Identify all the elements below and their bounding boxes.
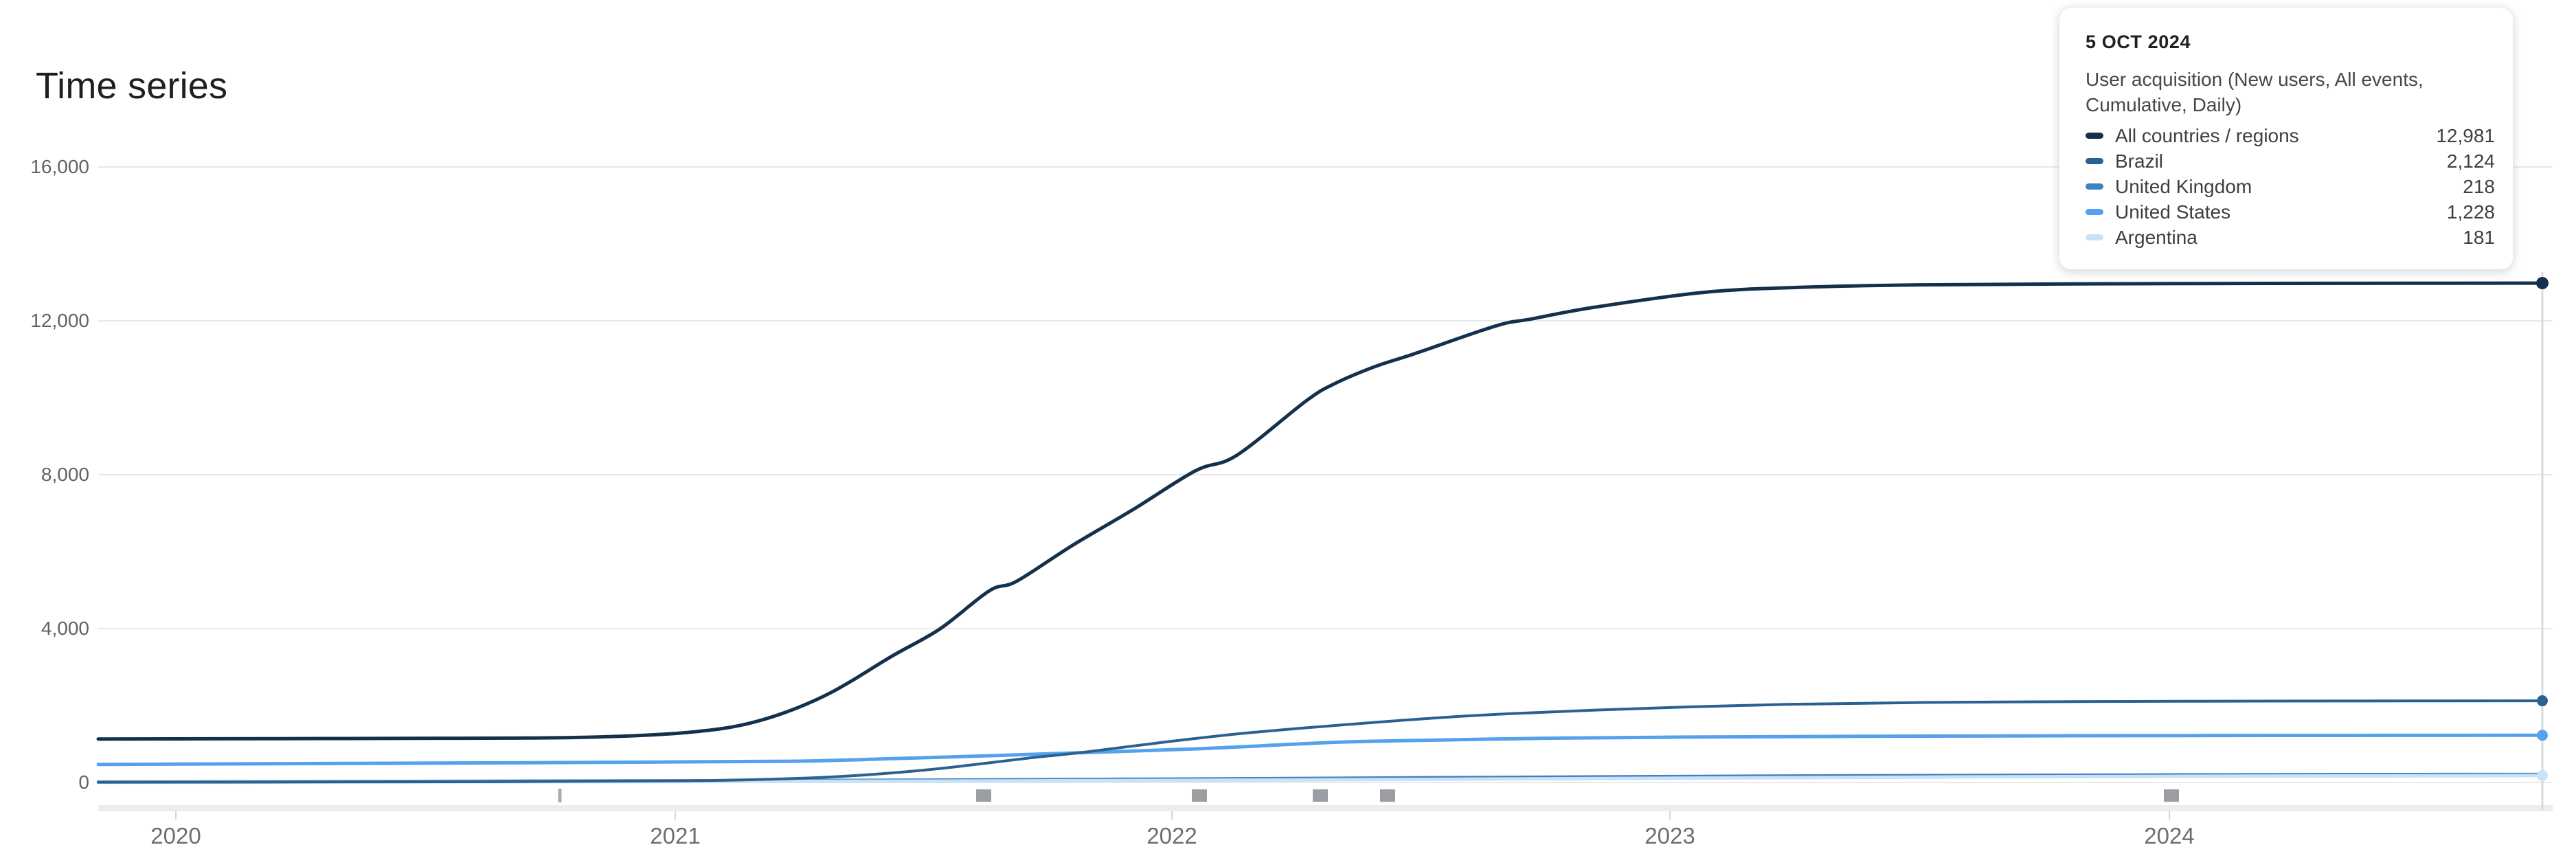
tooltip-series-label: All countries / regions — [2115, 124, 2299, 146]
annotation-marker[interactable] — [976, 789, 991, 802]
tooltip-rows: All countries / regions 12,981 Brazil 2,124… — [2086, 123, 2495, 250]
tooltip-series-value: 2,124 — [2446, 150, 2495, 172]
series-color-chip-icon — [2086, 158, 2103, 164]
tooltip-series-label: Brazil — [2115, 150, 2164, 172]
series-line — [97, 699, 2544, 784]
series-endpoint-dot — [2537, 695, 2548, 707]
series-color-chip-icon — [2086, 209, 2103, 215]
tooltip-series-label: United States — [2115, 201, 2231, 223]
tooltip-row: Argentina 181 — [2086, 225, 2495, 250]
tooltip-series-value: 1,228 — [2446, 201, 2495, 223]
series-endpoint-dot — [2536, 277, 2549, 290]
y-axis-tick-label: 0 — [78, 771, 89, 793]
series-line — [96, 733, 2544, 767]
x-axis-year-label: 2022 — [1146, 823, 1197, 848]
x-axis-year-label: 2024 — [2144, 823, 2195, 848]
tooltip-series-value: 12,981 — [2436, 124, 2495, 146]
chart-tooltip: 5 OCT 2024 User acquisition (New users, … — [2059, 7, 2513, 270]
tooltip-row: United States 1,228 — [2086, 199, 2495, 225]
tooltip-subtitle: User acquisition (New users, All events,… — [2086, 69, 2424, 115]
page-title: Time series — [36, 65, 228, 106]
annotation-marker[interactable] — [1380, 789, 1395, 802]
y-axis-tick-label: 12,000 — [30, 310, 89, 331]
annotation-marker[interactable] — [1192, 789, 1207, 802]
tooltip-date: 5 OCT 2024 — [2086, 32, 2191, 52]
tooltip-series-value: 181 — [2463, 226, 2495, 248]
x-axis-year-label: 2020 — [150, 823, 201, 848]
tooltip-series-label: Argentina — [2115, 226, 2197, 248]
y-axis-tick-label: 4,000 — [41, 618, 89, 639]
annotation-marker[interactable] — [1313, 789, 1328, 802]
tooltip-series-value: 218 — [2463, 175, 2495, 197]
x-axis-year-label: 2021 — [650, 823, 701, 848]
annotation-marker-bar[interactable] — [558, 789, 562, 802]
series-color-chip-icon — [2086, 133, 2103, 139]
series-color-chip-icon — [2086, 183, 2103, 190]
series-endpoint-dot — [2537, 730, 2548, 741]
y-axis-tick-label: 16,000 — [30, 156, 89, 177]
annotation-marker[interactable] — [2164, 789, 2179, 802]
series-color-chip-icon — [2086, 234, 2103, 240]
x-axis-band[interactable] — [98, 805, 2553, 811]
series-endpoint-dot — [2537, 769, 2548, 781]
tooltip-series-label: United Kingdom — [2115, 175, 2252, 197]
x-axis-year-label: 2023 — [1645, 823, 1695, 848]
tooltip-row: United Kingdom 218 — [2086, 174, 2495, 199]
tooltip-row: All countries / regions 12,981 — [2086, 123, 2495, 148]
tooltip-row: Brazil 2,124 — [2086, 148, 2495, 174]
y-axis-tick-label: 8,000 — [41, 464, 89, 485]
series-line — [96, 281, 2544, 741]
